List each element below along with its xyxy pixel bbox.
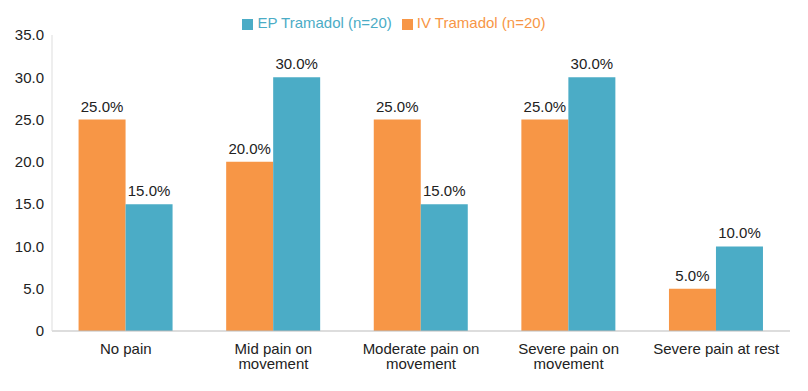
html-text:EP Tramadol (n=20): EP Tramadol (n=20) (257, 14, 392, 31)
svg-text:20.0%: 20.0% (228, 140, 271, 157)
html-text:IV Tramadol (n=20): IV Tramadol (n=20) (416, 14, 546, 31)
svg-text:Moderate pain onmovement: Moderate pain onmovement (363, 340, 480, 372)
svg-text:30.0%: 30.0% (275, 55, 318, 72)
svg-text:25.0%: 25.0% (81, 98, 124, 115)
svg-text:35.0: 35.0 (15, 26, 44, 43)
svg-text:No pain: No pain (100, 340, 152, 357)
svg-text:0: 0 (36, 322, 44, 339)
svg-text:5.0%: 5.0% (675, 267, 709, 284)
svg-text:25.0%: 25.0% (376, 98, 419, 115)
svg-text:15.0: 15.0 (15, 195, 44, 212)
svg-text:15.0%: 15.0% (423, 182, 466, 199)
svg-text:10.0: 10.0 (15, 238, 44, 255)
svg-text:25.0: 25.0 (15, 111, 44, 128)
svg-text:30.0%: 30.0% (571, 55, 614, 72)
svg-text:15.0%: 15.0% (128, 182, 171, 199)
svg-text:30.0: 30.0 (15, 69, 44, 86)
svg-text:Severe pain onmovement: Severe pain onmovement (518, 340, 619, 372)
svg-text:10.0%: 10.0% (718, 224, 761, 241)
svg-text:Severe pain at rest: Severe pain at rest (653, 340, 780, 357)
svg-text:20.0: 20.0 (15, 153, 44, 170)
svg-text:25.0%: 25.0% (524, 98, 567, 115)
svg-text:Mid pain onmovement: Mid pain onmovement (235, 340, 313, 372)
svg-text:5.0: 5.0 (23, 280, 44, 297)
